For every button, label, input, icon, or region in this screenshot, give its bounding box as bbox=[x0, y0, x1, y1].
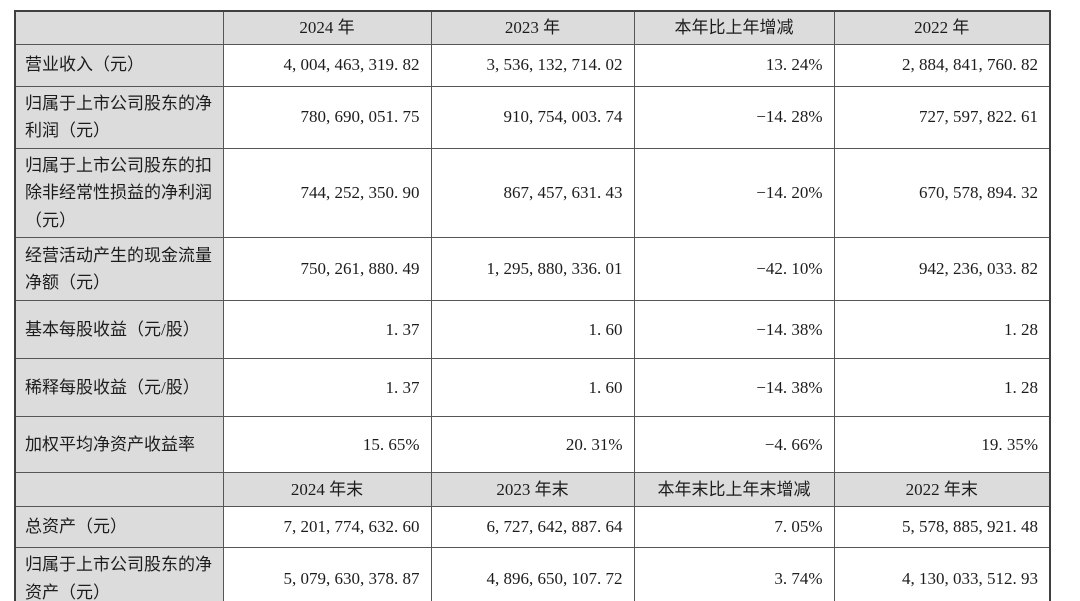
value-2022: 670, 578, 894. 32 bbox=[833, 147, 1051, 239]
table-row-diluted-eps: 稀释每股收益（元/股） 1. 37 1. 60 −14. 38% 1. 28 bbox=[14, 358, 1051, 418]
table-row-operating-cash-flow: 经营活动产生的现金流量净额（元） 750, 261, 880. 49 1, 29… bbox=[14, 237, 1051, 302]
value-2024: 780, 690, 051. 75 bbox=[222, 85, 432, 149]
table-row-revenue: 营业收入（元） 4, 004, 463, 319. 82 3, 536, 132… bbox=[14, 43, 1051, 87]
value-change: −14. 38% bbox=[633, 358, 835, 418]
header-blank-cell bbox=[14, 472, 224, 508]
value-2023: 1. 60 bbox=[430, 300, 635, 360]
value-2023: 3, 536, 132, 714. 02 bbox=[430, 43, 635, 87]
value-change: 7. 05% bbox=[633, 506, 835, 549]
value-2024: 1. 37 bbox=[222, 300, 432, 360]
value-change: −14. 38% bbox=[633, 300, 835, 360]
value-change: −42. 10% bbox=[633, 237, 835, 302]
value-2023: 910, 754, 003. 74 bbox=[430, 85, 635, 149]
header-2023: 2023 年 bbox=[430, 10, 635, 45]
value-2022: 5, 578, 885, 921. 48 bbox=[833, 506, 1051, 549]
table-row-net-profit: 归属于上市公司股东的净利润（元） 780, 690, 051. 75 910, … bbox=[14, 85, 1051, 149]
row-label: 加权平均净资产收益率 bbox=[14, 416, 224, 474]
value-2023: 4, 896, 650, 107. 72 bbox=[430, 547, 635, 601]
value-2024: 7, 201, 774, 632. 60 bbox=[222, 506, 432, 549]
value-change: 13. 24% bbox=[633, 43, 835, 87]
value-2024: 1. 37 bbox=[222, 358, 432, 418]
row-label: 归属于上市公司股东的扣除非经常性损益的净利润（元） bbox=[14, 147, 224, 239]
value-change: −14. 20% bbox=[633, 147, 835, 239]
value-change: −14. 28% bbox=[633, 85, 835, 149]
row-label: 经营活动产生的现金流量净额（元） bbox=[14, 237, 224, 302]
value-2022: 19. 35% bbox=[833, 416, 1051, 474]
header-2024: 2024 年 bbox=[222, 10, 432, 45]
table-header-annual: 2024 年 2023 年 本年比上年增减 2022 年 bbox=[14, 10, 1051, 45]
value-2024: 5, 079, 630, 378. 87 bbox=[222, 547, 432, 601]
financial-summary-table: 2024 年 2023 年 本年比上年增减 2022 年 营业收入（元） 4, … bbox=[14, 10, 1051, 601]
value-2024: 4, 004, 463, 319. 82 bbox=[222, 43, 432, 87]
table-row-basic-eps: 基本每股收益（元/股） 1. 37 1. 60 −14. 38% 1. 28 bbox=[14, 300, 1051, 360]
row-label: 归属于上市公司股东的净资产（元） bbox=[14, 547, 224, 601]
value-change: −4. 66% bbox=[633, 416, 835, 474]
table-header-year-end: 2024 年末 2023 年末 本年末比上年末增减 2022 年末 bbox=[14, 472, 1051, 508]
value-2023: 1, 295, 880, 336. 01 bbox=[430, 237, 635, 302]
header-2022: 2022 年 bbox=[833, 10, 1051, 45]
value-2022: 4, 130, 033, 512. 93 bbox=[833, 547, 1051, 601]
value-2024: 744, 252, 350. 90 bbox=[222, 147, 432, 239]
row-label: 总资产（元） bbox=[14, 506, 224, 549]
row-label: 基本每股收益（元/股） bbox=[14, 300, 224, 360]
value-2023: 20. 31% bbox=[430, 416, 635, 474]
header-2024-year-end: 2024 年末 bbox=[222, 472, 432, 508]
header-blank-cell bbox=[14, 10, 224, 45]
value-2022: 2, 884, 841, 760. 82 bbox=[833, 43, 1051, 87]
value-2023: 867, 457, 631. 43 bbox=[430, 147, 635, 239]
table-row-net-assets: 归属于上市公司股东的净资产（元） 5, 079, 630, 378. 87 4,… bbox=[14, 547, 1051, 601]
value-change: 3. 74% bbox=[633, 547, 835, 601]
row-label: 稀释每股收益（元/股） bbox=[14, 358, 224, 418]
table-row-net-profit-excl-nonrecurring: 归属于上市公司股东的扣除非经常性损益的净利润（元） 744, 252, 350.… bbox=[14, 147, 1051, 239]
value-2022: 1. 28 bbox=[833, 358, 1051, 418]
table-row-weighted-avg-roe: 加权平均净资产收益率 15. 65% 20. 31% −4. 66% 19. 3… bbox=[14, 416, 1051, 474]
header-2022-year-end: 2022 年末 bbox=[833, 472, 1051, 508]
value-2022: 942, 236, 033. 82 bbox=[833, 237, 1051, 302]
header-yoy-change: 本年比上年增减 bbox=[633, 10, 835, 45]
header-2023-year-end: 2023 年末 bbox=[430, 472, 635, 508]
table-row-total-assets: 总资产（元） 7, 201, 774, 632. 60 6, 727, 642,… bbox=[14, 506, 1051, 549]
value-2023: 1. 60 bbox=[430, 358, 635, 418]
value-2022: 1. 28 bbox=[833, 300, 1051, 360]
row-label: 归属于上市公司股东的净利润（元） bbox=[14, 85, 224, 149]
value-2024: 750, 261, 880. 49 bbox=[222, 237, 432, 302]
header-year-end-change: 本年末比上年末增减 bbox=[633, 472, 835, 508]
value-2024: 15. 65% bbox=[222, 416, 432, 474]
value-2023: 6, 727, 642, 887. 64 bbox=[430, 506, 635, 549]
row-label: 营业收入（元） bbox=[14, 43, 224, 87]
value-2022: 727, 597, 822. 61 bbox=[833, 85, 1051, 149]
